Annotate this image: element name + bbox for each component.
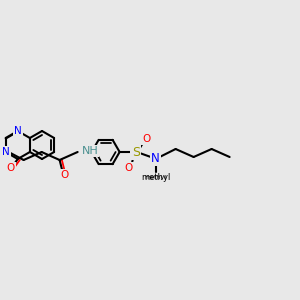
Text: NH: NH — [82, 146, 98, 156]
Text: O: O — [7, 163, 15, 173]
Text: O: O — [142, 134, 151, 144]
Text: N: N — [151, 152, 160, 164]
Text: N: N — [14, 126, 22, 136]
Text: S: S — [132, 146, 140, 158]
Text: methyl: methyl — [141, 173, 170, 182]
Text: methyl: methyl — [145, 175, 166, 179]
Text: N: N — [2, 147, 10, 157]
Text: O: O — [61, 170, 69, 180]
Text: O: O — [124, 163, 133, 173]
